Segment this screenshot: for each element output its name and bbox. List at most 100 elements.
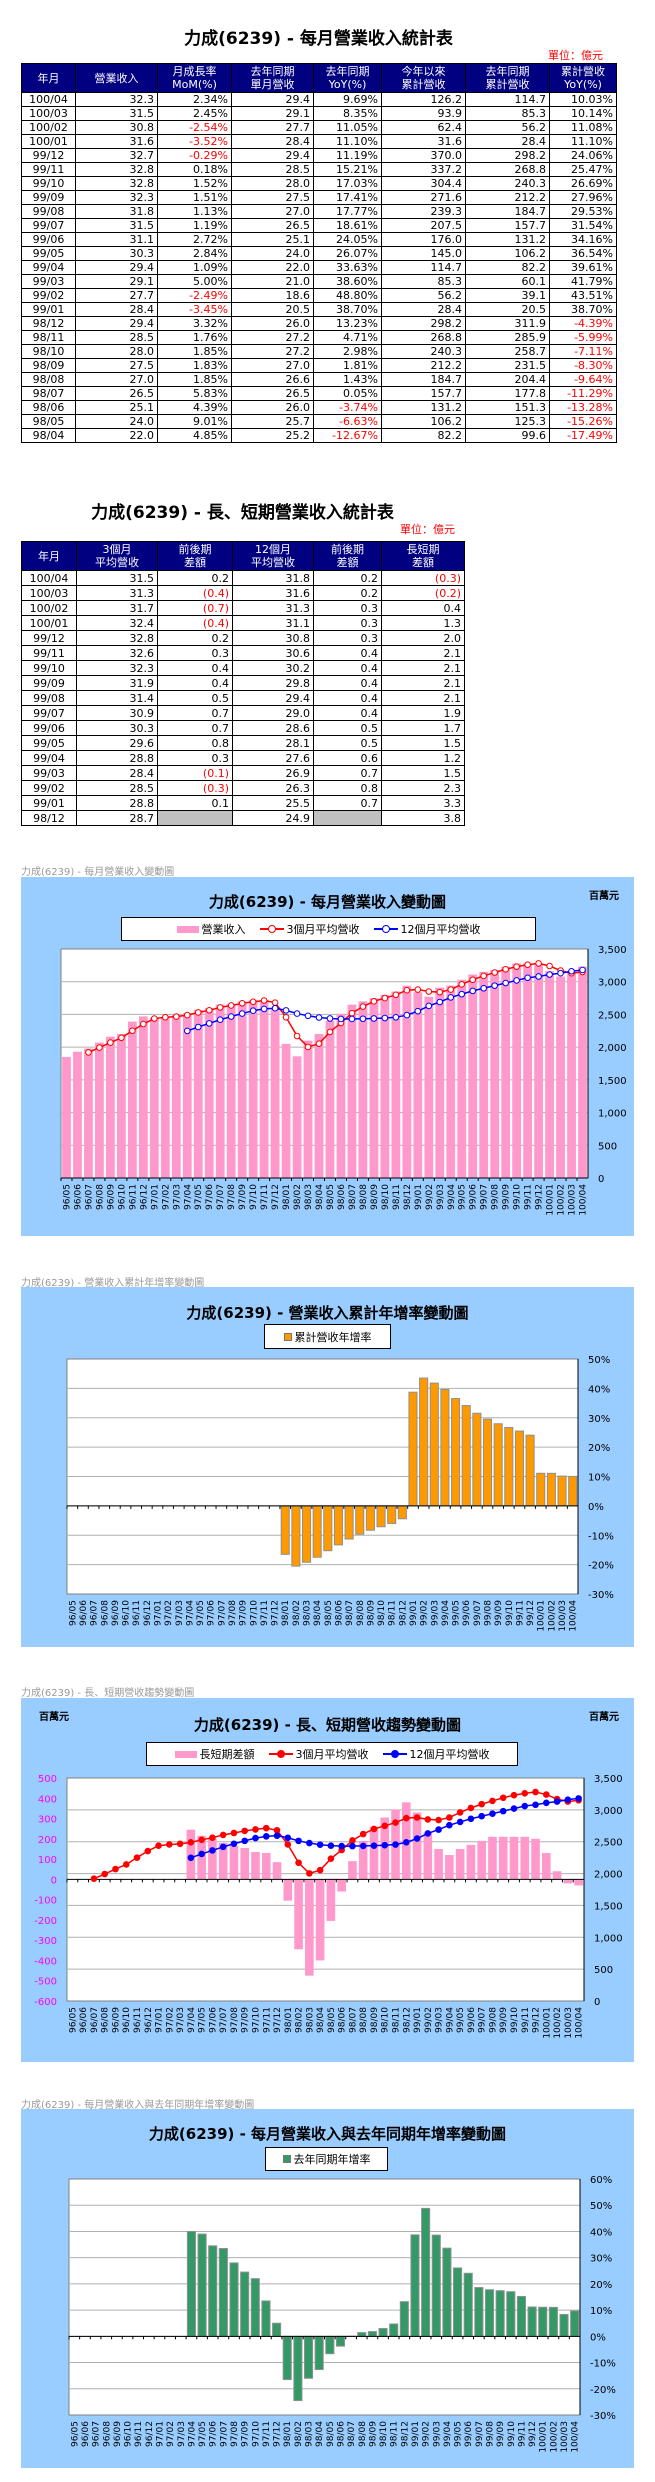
data-point [499, 1794, 507, 1802]
table-cell: 27.96% [549, 190, 617, 205]
x-tick-label: 98/12 [402, 2007, 412, 2033]
table-cell: 28.4 [231, 134, 314, 149]
data-point [260, 997, 268, 1004]
table-cell: 0.8 [313, 780, 382, 796]
bar [333, 1505, 344, 1546]
data-point [112, 1865, 119, 1873]
data-point [326, 1015, 334, 1022]
table-cell: 0.2 [157, 630, 233, 646]
table-cell: 31.7 [76, 600, 158, 616]
x-tick-label: 97/11 [260, 1600, 270, 1626]
data-point [359, 1003, 367, 1010]
table-cell: 0.3 [157, 645, 233, 661]
bar [283, 1879, 293, 1901]
row-period: 100/04 [21, 92, 76, 107]
table-row: 99/03 28.4 (0.1) 26.9 0.7 1.5 [21, 765, 465, 781]
table-cell: 28.5 [231, 162, 314, 177]
x-tick-label: 98/12 [403, 1184, 413, 1210]
data-point [413, 1814, 421, 1821]
table-cell: 8.35% [313, 106, 382, 121]
table-row: 99/05 30.3 2.84% 24.0 26.07% 145.0 106.2 36.54% [21, 246, 617, 261]
table-cell: 0.05% [313, 386, 382, 401]
table-cell: 26.5 [75, 386, 158, 401]
bar [314, 1034, 324, 1178]
row-period: 99/09 [21, 190, 76, 205]
bar [291, 1505, 301, 1567]
table-cell: 26.3 [232, 780, 314, 796]
x-tick-label: 98/08 [356, 1600, 366, 1626]
table-cell: 29.53% [549, 204, 617, 219]
row-period: 98/06 [21, 400, 76, 415]
x-tick-label: 97/05 [196, 1600, 206, 1626]
data-point [162, 1013, 169, 1021]
y-left-tick-label: 100 [38, 1855, 57, 1866]
x-tick-label: 96/10 [122, 2007, 132, 2033]
table-cell: 62.4 [381, 120, 466, 135]
table-cell: 271.6 [381, 190, 466, 205]
x-tick-label: 96/05 [70, 2421, 80, 2447]
data-point [118, 1034, 125, 1042]
table-cell: 29.1 [231, 106, 314, 121]
table-cell: 11.05% [313, 120, 382, 135]
y-tick-label: 40% [588, 1384, 610, 1395]
x-tick-label: 98/07 [348, 1184, 358, 1210]
table-cell: 30.8 [75, 120, 158, 135]
table-row: 98/09 27.5 1.83% 27.0 1.81% 212.2 231.5 -8.30% [21, 358, 617, 373]
x-tick-label: 97/11 [262, 2421, 272, 2447]
table-cell: 231.5 [465, 358, 550, 373]
x-tick-label: 97/09 [238, 1184, 248, 1210]
bar [248, 1000, 258, 1178]
row-period: 99/10 [21, 176, 76, 191]
table-cell: 99.6 [465, 428, 550, 443]
data-point [96, 1044, 103, 1051]
table-cell: 11.08% [549, 120, 617, 135]
bar [218, 2247, 228, 2337]
table-cell: 106.2 [381, 414, 466, 429]
x-tick-label: 97/10 [251, 2007, 261, 2033]
data-point [489, 1797, 496, 1805]
table-row: 99/02 28.5 (0.3) 26.3 0.8 2.3 [21, 780, 465, 796]
table-cell: 298.2 [465, 148, 550, 163]
table-cell: 207.5 [381, 218, 466, 233]
monthly-yoy-chart: 60% 50% 40% 30% 20% 10% 0% -10% -20% -30% 96/05 96/… [21, 2109, 634, 2468]
bar [563, 1879, 573, 1884]
table-cell: 10.14% [549, 106, 617, 121]
legend-label: 3個月平均營收 [286, 923, 360, 936]
table-cell: 11.10% [313, 134, 382, 149]
table-cell: 240.3 [465, 176, 550, 191]
table-cell: 29.4 [231, 148, 314, 163]
x-tick-label: 97/11 [262, 2007, 272, 2033]
x-tick-label: 98/04 [313, 1600, 323, 1626]
bar [506, 2291, 516, 2337]
x-tick-label: 99/08 [486, 2421, 496, 2447]
data-point [579, 966, 586, 974]
data-point [338, 1842, 345, 1850]
table-cell: 33.63% [313, 260, 382, 275]
bar [280, 1505, 290, 1555]
table-header-row: 年月 營業收入 月成長率 MoM(%) 去年同期 單月營收 去年同期 YoY(%) 今年以… [21, 63, 617, 93]
bar [215, 1004, 225, 1178]
y-left-tick-label: -500 [34, 1977, 57, 1988]
table-cell: 0.3 [157, 750, 233, 766]
table-cell: 31.4 [76, 690, 158, 706]
bar [106, 1036, 115, 1178]
row-period: 100/03 [21, 106, 76, 121]
x-tick-label: 98/02 [295, 2007, 305, 2033]
chart-unit-right: 百萬元 [589, 1712, 619, 1723]
data-point [499, 1807, 507, 1815]
data-point [456, 1809, 464, 1816]
bar [461, 1405, 471, 1507]
data-point [209, 1834, 216, 1842]
data-point [370, 998, 378, 1005]
y-tick-label: 50% [590, 2201, 612, 2212]
x-tick-label: 99/12 [535, 1184, 545, 1210]
data-point [282, 1007, 290, 1014]
data-point [249, 998, 257, 1006]
bar [250, 2278, 260, 2337]
column-header: 累計營收 YoY(%) [549, 63, 617, 93]
x-tick-label: 98/11 [392, 2007, 402, 2033]
x-tick-label: 97/08 [230, 2007, 240, 2033]
bar [466, 1844, 476, 1880]
table-cell: 29.4 [232, 690, 314, 706]
table-cell: 3.3 [381, 795, 465, 811]
